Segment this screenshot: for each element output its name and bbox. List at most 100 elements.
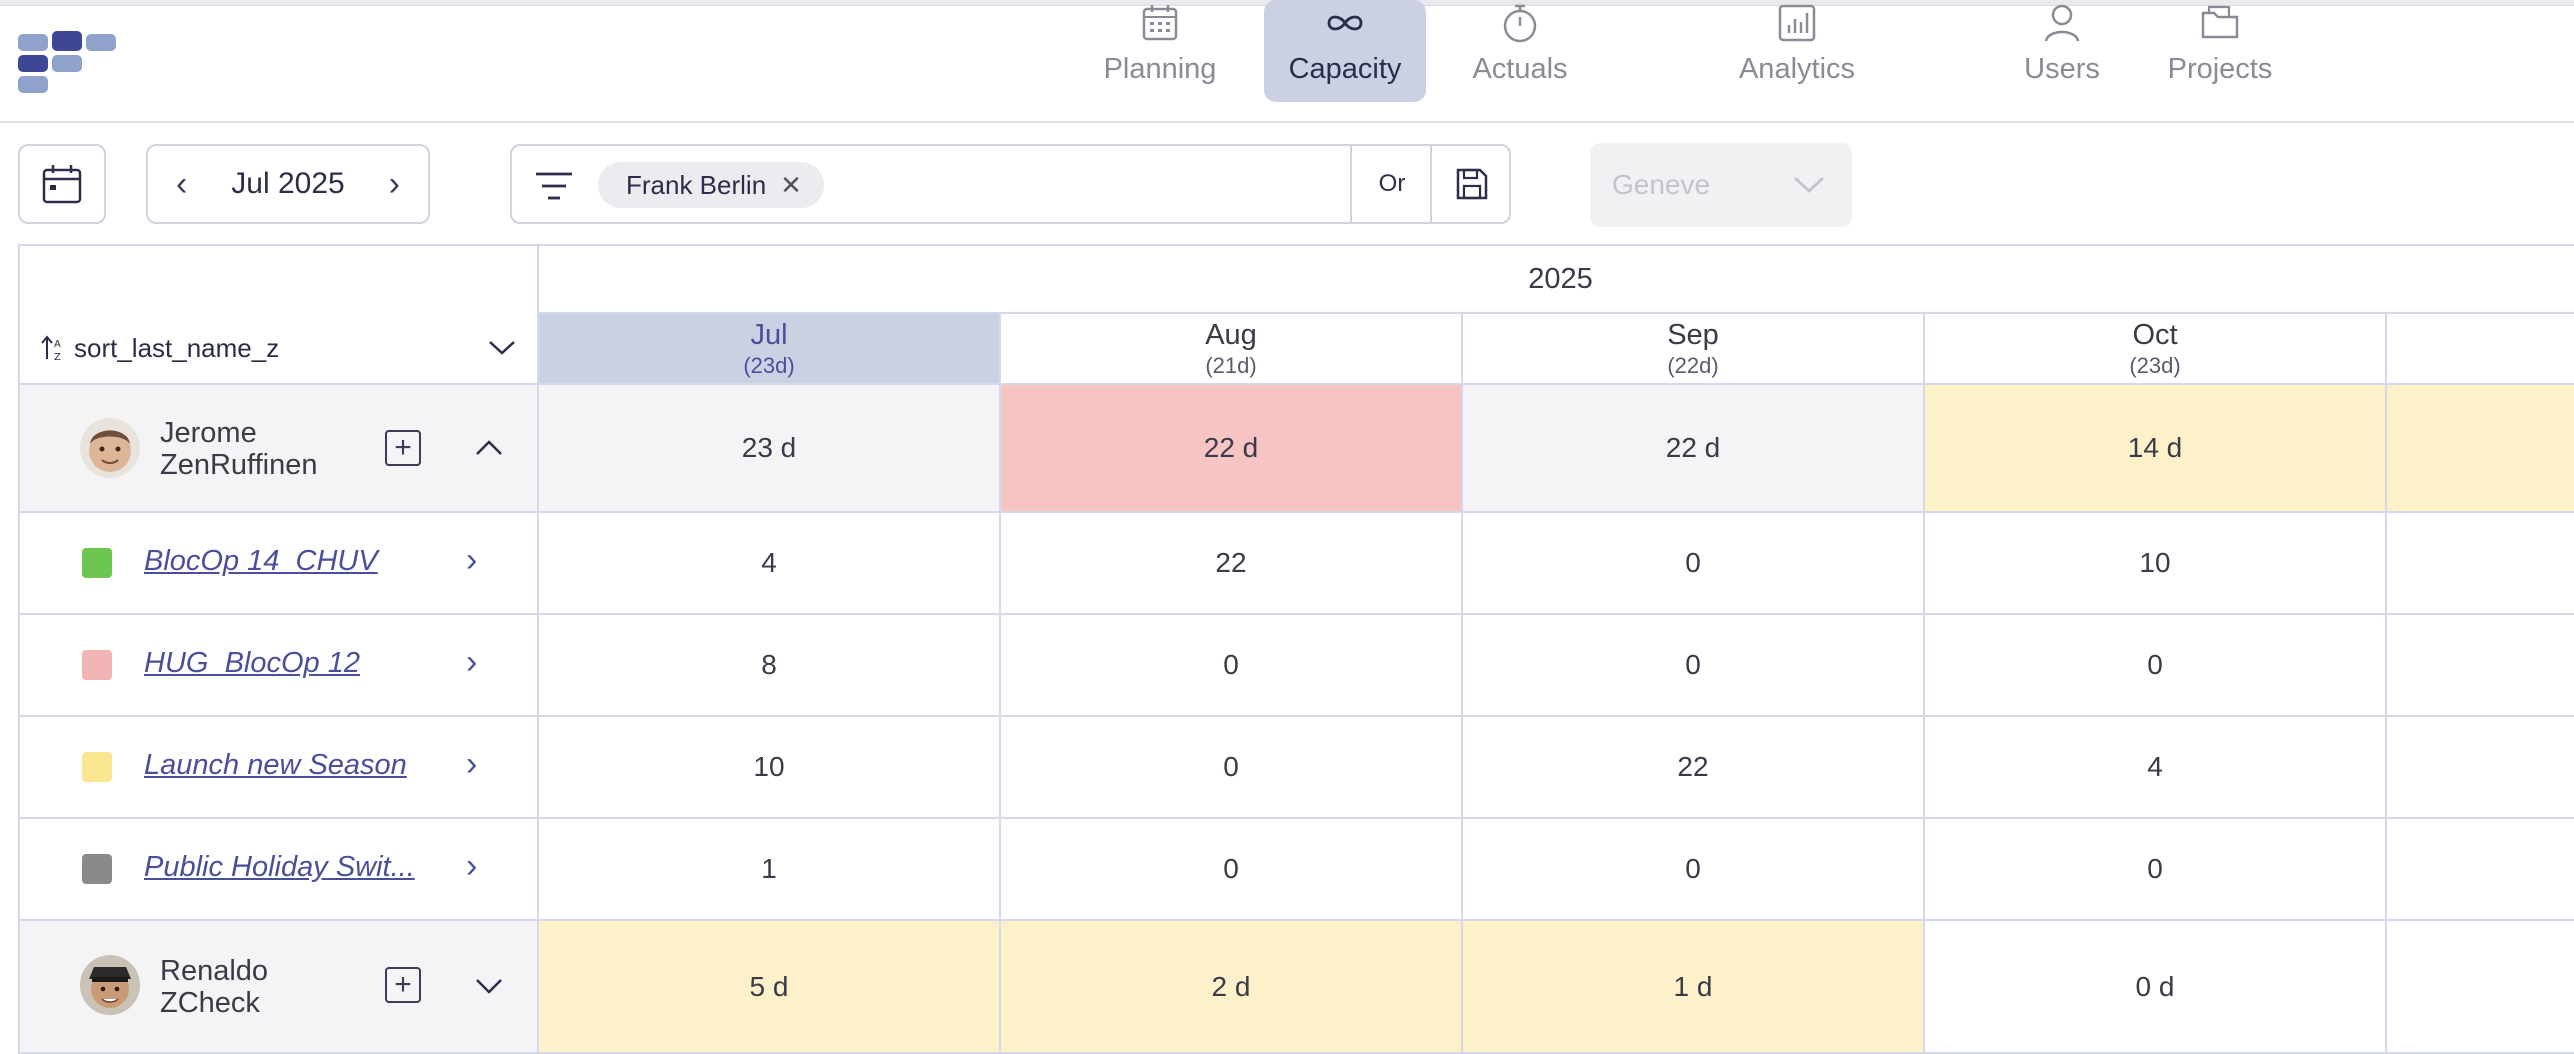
filter-icon[interactable] [532,166,576,206]
project-color-swatch [82,548,112,578]
project-value-cell[interactable]: 1 [761,853,777,884]
date-picker-button[interactable] [18,144,106,224]
chevron-right-icon[interactable]: › [466,847,478,885]
calendar-icon [1142,5,1178,41]
tab-actuals[interactable]: Actuals [1440,0,1600,102]
user-icon [2044,4,2080,42]
user-total-cell[interactable]: 1 d [1463,921,1923,1052]
chevron-up-icon[interactable] [474,439,504,457]
user-last-name: ZCheck [160,987,260,1020]
stopwatch-icon [1503,4,1537,43]
tab-analytics[interactable]: Analytics [1712,0,1882,102]
user-row: Renaldo ZCheck + [20,921,537,1052]
previous-month-button[interactable]: ‹ [176,164,188,203]
filter-chip[interactable]: Frank Berlin ✕ [598,162,824,208]
project-row: BlocOp 14_CHUV › [20,513,537,613]
tab-users[interactable]: Users [2000,0,2124,102]
user-name: Jerome ZenRuffinen [160,417,317,482]
project-row: HUG_BlocOp 12 › [20,615,537,715]
user-total-cell-overflow [2387,385,2574,511]
project-row: Launch new Season › [20,717,537,817]
tab-projects[interactable]: Projects [2150,0,2290,102]
save-icon [1456,168,1488,200]
project-value-cell[interactable]: 10 [2139,547,2171,578]
project-color-swatch [82,650,112,680]
tab-analytics-label: Analytics [1738,53,1856,85]
tab-capacity[interactable]: Capacity [1264,0,1426,102]
remove-filter-icon[interactable]: ✕ [780,169,802,200]
tab-planning-label: Planning [1103,53,1217,85]
project-link[interactable]: Launch new Season [144,749,407,781]
user-total-cell[interactable]: 22 d [1001,385,1461,511]
user-first-name: Renaldo [160,955,269,987]
add-assignment-button[interactable]: + [385,430,421,466]
project-value-cell[interactable]: 10 [753,751,785,782]
nav-divider [0,121,2574,123]
project-value-cell[interactable]: 22 [1215,547,1247,578]
project-link[interactable]: Public Holiday Swit... [144,851,415,883]
chevron-down-icon [489,341,515,355]
project-value-cell[interactable]: 0 [1685,547,1701,578]
app-logo[interactable] [18,31,118,95]
project-value-cell[interactable]: 0 [1223,649,1239,680]
period-navigator: ‹ Jul 2025 › [146,144,430,224]
user-first-name: Jerome [160,417,257,449]
add-assignment-button[interactable]: + [385,967,421,1003]
month-days: (23d) [743,352,795,378]
chevron-right-icon[interactable]: › [466,541,478,579]
filter-chip-label: Frank Berlin [626,169,767,200]
tab-actuals-label: Actuals [1472,53,1568,85]
project-value-cell[interactable]: 4 [761,547,777,578]
project-value-cell[interactable]: 0 [2147,649,2163,680]
month-days: (23d) [2129,352,2181,378]
user-total-cell[interactable]: 14 d [1925,385,2385,511]
project-value-cell[interactable]: 8 [761,649,777,680]
tab-planning[interactable]: Planning [1080,0,1240,102]
user-name: Renaldo ZCheck [160,955,268,1020]
project-value-cell[interactable]: 22 [1677,751,1709,782]
sort-select-label: sort_last_name_z [74,332,280,363]
filter-logic-toggle[interactable]: Or [1350,146,1432,222]
project-link[interactable]: BlocOp 14_CHUV [144,545,378,577]
project-value-cell[interactable]: 4 [2147,751,2163,782]
infinity-icon [1327,15,1363,31]
user-total-cell[interactable]: 0 d [2135,970,2175,1002]
month-name: Sep [1667,319,1719,352]
chevron-right-icon[interactable]: › [466,745,478,783]
project-color-swatch [82,752,112,782]
user-total-cell[interactable]: 5 d [539,921,999,1052]
month-header-oct: Oct (23d) [1925,314,2385,383]
project-value-cell[interactable]: 0 [2147,853,2163,884]
project-value-cell[interactable]: 0 [1223,751,1239,782]
location-select[interactable]: Geneve [1590,143,1852,227]
project-value-cell[interactable]: 0 [1685,853,1701,884]
calendar-icon [42,165,82,204]
bar-chart-icon [1778,4,1816,42]
month-days: (21d) [1205,352,1257,378]
tab-users-label: Users [2024,53,2100,85]
user-total-cell[interactable]: 23 d [539,385,999,511]
project-value-cell[interactable]: 0 [1685,649,1701,680]
year-header: 2025 [1528,262,1593,295]
user-total-cell[interactable]: 22 d [1463,385,1923,511]
user-last-name: ZenRuffinen [160,449,318,482]
user-total-cell[interactable]: 2 d [1001,921,1461,1052]
project-color-swatch [82,854,112,884]
user-row: Jerome ZenRuffinen + [20,385,537,511]
month-days: (22d) [1667,352,1719,378]
avatar [80,418,140,478]
current-period: Jul 2025 [231,167,345,200]
svg-text:A: A [54,339,61,350]
next-month-button[interactable]: › [388,164,400,203]
avatar [80,955,140,1015]
project-value-cell[interactable]: 0 [1223,853,1239,884]
chevron-down-icon [1794,176,1824,193]
tab-projects-label: Projects [2167,53,2273,85]
chevron-right-icon[interactable]: › [466,643,478,681]
chevron-down-icon[interactable] [474,977,504,995]
save-filter-button[interactable] [1430,146,1512,222]
location-select-value: Geneve [1612,169,1711,200]
project-link[interactable]: HUG_BlocOp 12 [144,647,360,679]
